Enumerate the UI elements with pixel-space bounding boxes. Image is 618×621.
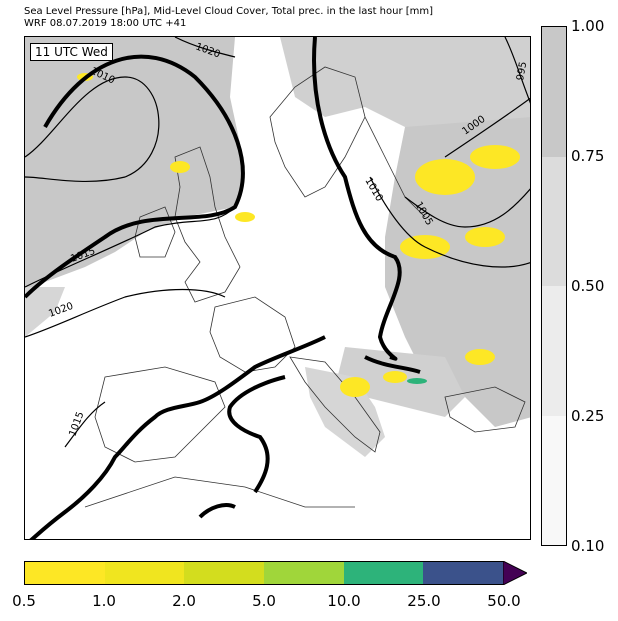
weather-map: 1020 1010 995 1000 1010 1005 1015 1020 1… (24, 36, 531, 540)
precip-tick-label: 10.0 (327, 592, 361, 610)
isobar-1015-south (64, 401, 106, 448)
isobar-1020-north (174, 37, 236, 58)
isobar-label: 995 (515, 61, 529, 82)
precip-colorbar-segment (104, 562, 185, 584)
map-canvas: 1020 1010 995 1000 1010 1005 1015 1020 1… (25, 37, 530, 539)
precip-tick-label: 25.0 (407, 592, 441, 610)
isobar-1020 (25, 288, 226, 338)
cloud-area-eastern-europe (385, 117, 530, 427)
thick-isobar-atlantic (25, 54, 245, 299)
cloud-area-atlantic-south (25, 287, 65, 337)
thick-isobar-italy (227, 375, 286, 494)
cloud-cover-layer (25, 37, 530, 457)
isobar-1005 (404, 188, 530, 228)
precipitation-colorbar (24, 561, 504, 585)
isobar-1010-east (369, 176, 530, 268)
precip-spot (170, 161, 190, 173)
cloud-tick-label: 0.10 (571, 537, 605, 555)
thick-isobar-balkans (364, 355, 421, 374)
cloud-area-italy (305, 367, 385, 457)
cloud-tick-label: 0.50 (571, 277, 605, 295)
isobar-label: 1010 (362, 176, 384, 204)
precip-colorbar-segment (184, 562, 265, 584)
coastline-british-isles (174, 146, 241, 303)
precip-spot (415, 159, 475, 195)
chart-title: Sea Level Pressure [hPa], Mid-Level Clou… (24, 6, 434, 17)
cloud-colorbar-band (542, 27, 566, 157)
thick-isobar-layer (25, 37, 421, 539)
precip-spot (340, 377, 370, 397)
valid-time-label: 11 UTC Wed (30, 43, 113, 61)
cloud-tick-label: 0.75 (571, 147, 605, 165)
coastline-black-sea (444, 386, 526, 433)
cloud-cover-colorbar (541, 26, 567, 546)
coastline-iberia (94, 366, 226, 463)
precip-colorbar-segment (343, 562, 424, 584)
precip-colorbar-segment (264, 562, 344, 584)
coastline-france (209, 296, 296, 373)
thick-isobar-alps (29, 335, 326, 539)
precip-colorbar-segment (423, 562, 504, 584)
colorbar-extension-arrow (503, 561, 527, 585)
precip-tick-label: 50.0 (487, 592, 521, 610)
precip-tick-label: 2.0 (172, 592, 196, 610)
precip-spot (470, 145, 520, 169)
cloud-tick-label: 1.00 (571, 17, 605, 35)
isobar-label: 1015 (67, 410, 86, 438)
coastline-north-africa (84, 476, 355, 508)
precip-spot (383, 371, 407, 383)
thick-isobar-central (312, 37, 402, 361)
precip-spot-heavy (407, 378, 427, 384)
cloud-colorbar-band (542, 286, 566, 416)
precip-tick-label: 1.0 (92, 592, 116, 610)
isobar-1015 (25, 206, 236, 288)
isobar-layer (25, 37, 530, 448)
isobar-1000 (444, 97, 530, 158)
thick-isobar-africa (198, 503, 236, 519)
isobar-1010 (25, 76, 160, 183)
colorbar-extension-arrow (503, 561, 527, 585)
precip-tick-label: 0.5 (12, 592, 36, 610)
precip-colorbar-segment (25, 562, 105, 584)
cloud-tick-label: 0.25 (571, 407, 605, 425)
precip-tick-label: 5.0 (252, 592, 276, 610)
coastline-italy (289, 356, 381, 453)
precip-spot (235, 212, 255, 222)
cloud-colorbar-band (542, 156, 566, 286)
coastline-baltic (364, 116, 426, 218)
cloud-colorbar-band (542, 415, 566, 545)
precip-spot (465, 227, 505, 247)
precip-spot (465, 349, 495, 365)
cloud-area-atlantic (25, 37, 245, 297)
model-run-subtitle: WRF 08.07.2019 18:00 UTC +41 (24, 18, 187, 29)
